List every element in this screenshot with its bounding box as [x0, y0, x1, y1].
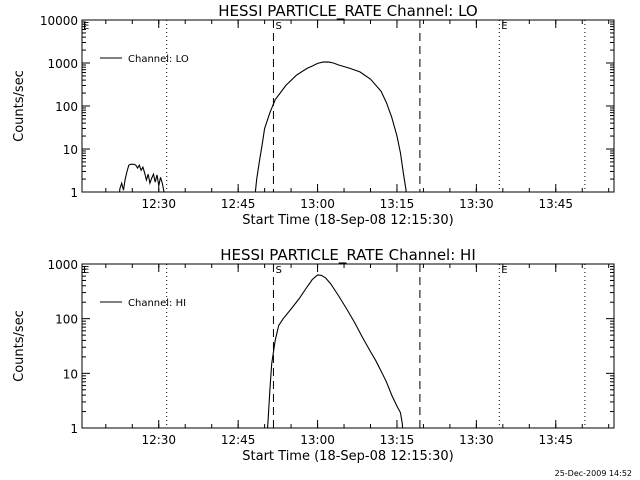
y-tick-label: 10: [63, 367, 78, 381]
legend-label: Channel: HI: [128, 298, 186, 309]
x-axis-label: Start Time (18-Sep-08 12:15:30): [242, 449, 453, 464]
marker-label: S: [275, 265, 281, 276]
x-tick-label: 13:30: [459, 433, 494, 447]
x-tick-label: 13:15: [380, 433, 415, 447]
x-tick-label: 13:15: [380, 197, 415, 211]
plot-frame: [81, 263, 615, 429]
plot-timestamp: 25-Dec-2009 14:52: [554, 469, 632, 478]
marker-label: S: [275, 21, 281, 32]
chart-title: HESSI PARTICLE_RATE Channel: LO: [218, 2, 477, 21]
x-tick-label: 12:45: [221, 433, 256, 447]
x-tick-label: 13:00: [300, 433, 335, 447]
y-tick-label: 10000: [40, 14, 78, 28]
x-tick-label: 13:45: [538, 197, 573, 211]
y-tick-label: 1: [70, 186, 78, 200]
y-axis-label: Counts/sec: [12, 70, 27, 142]
series-line-1: [118, 163, 165, 192]
x-tick-label: 13:00: [300, 197, 335, 211]
y-tick-label: 1000: [47, 57, 78, 71]
x-tick-label: 12:45: [221, 197, 256, 211]
marker-label: E: [501, 21, 507, 32]
marker-label: E: [501, 265, 507, 276]
series-line-1: [254, 61, 407, 192]
y-tick-label: 1: [70, 422, 78, 436]
chart-panel-2: HESSI PARTICLE_RATE Channel: HI 12:30 12:4…: [12, 246, 615, 464]
chart-title: HESSI PARTICLE_RATE Channel: HI: [220, 246, 476, 265]
x-tick-label: 12:30: [141, 197, 176, 211]
edge-marker-label: E: [83, 265, 89, 276]
y-tick-label: 100: [55, 100, 78, 114]
x-tick-label: 13:30: [459, 197, 494, 211]
x-tick-label: 13:45: [538, 433, 573, 447]
y-axis-label: Counts/sec: [12, 310, 27, 382]
chart-panel-1: HESSI PARTICLE_RATE Channel: LO 12:30 12:4…: [12, 2, 615, 228]
y-tick-label: 1000: [47, 258, 78, 272]
y-tick-label: 10: [63, 143, 78, 157]
edge-marker-label: E: [83, 21, 89, 32]
series-line-1: [266, 274, 404, 428]
plot-frame: [81, 19, 615, 193]
x-tick-label: 12:30: [141, 433, 176, 447]
y-tick-label: 100: [55, 313, 78, 327]
x-axis-label: Start Time (18-Sep-08 12:15:30): [242, 213, 453, 228]
legend-label: Channel: LO: [128, 54, 189, 65]
